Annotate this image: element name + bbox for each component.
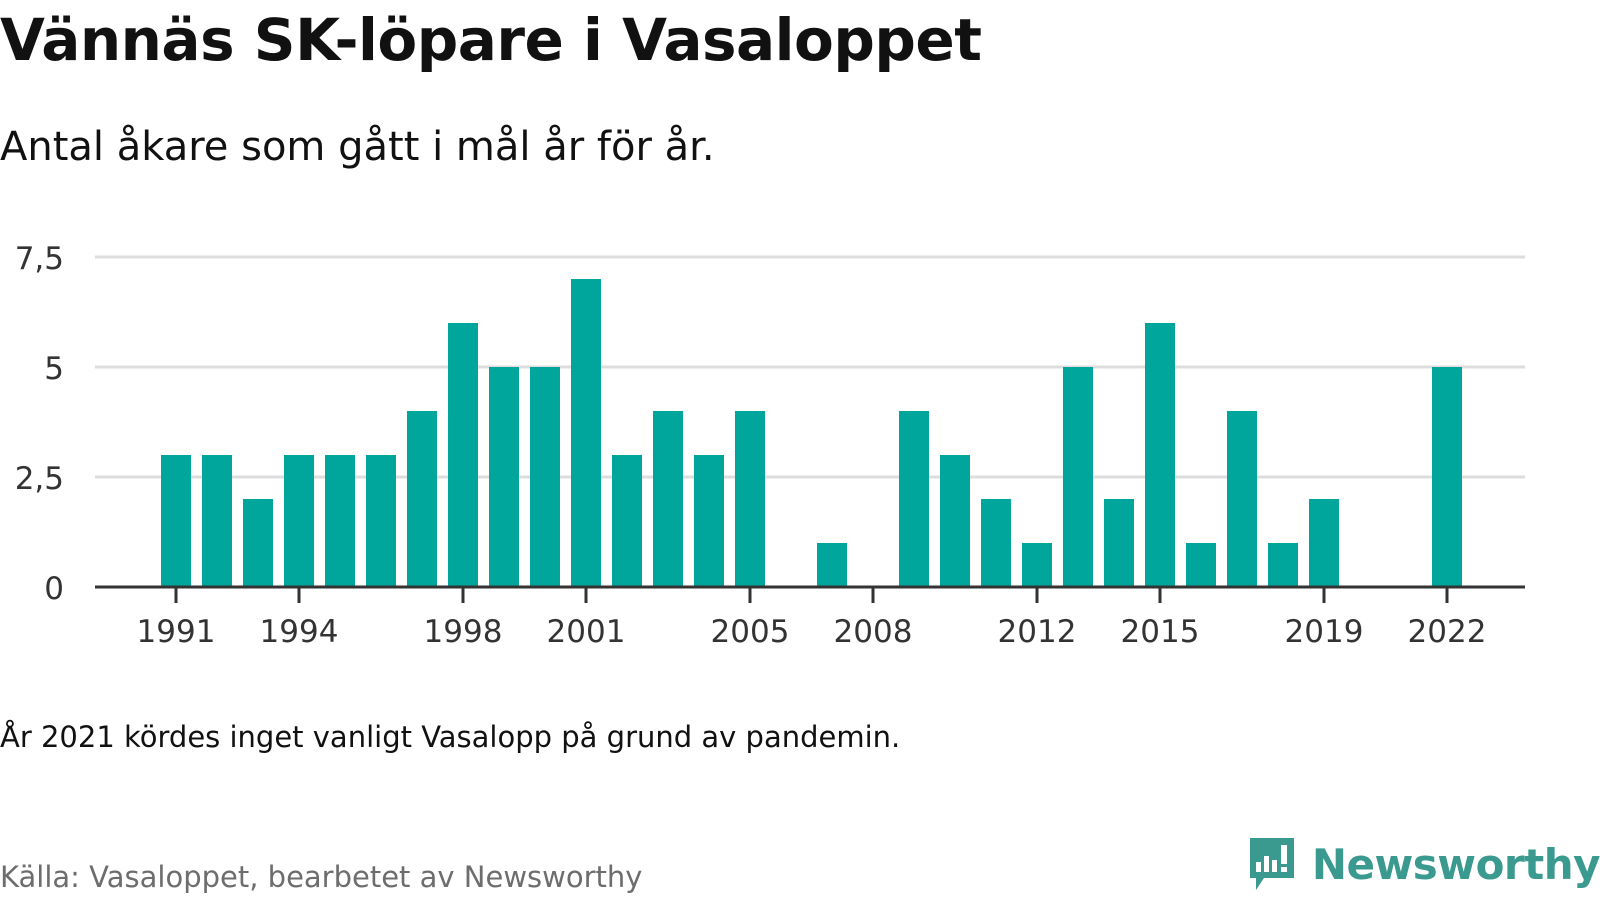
bar-2002 [612, 455, 642, 587]
bar-2000 [530, 367, 560, 587]
x-tick-label: 2005 [711, 614, 790, 650]
x-tick-label: 2015 [1121, 614, 1200, 650]
bar-2019 [1309, 499, 1339, 587]
x-tick-label: 1994 [260, 614, 339, 650]
bar-2005 [735, 411, 765, 587]
chart-subtitle: Antal åkare som gått i mål år för år. [0, 124, 715, 170]
brand-name: Newsworthy [1311, 839, 1600, 889]
bar-2013 [1063, 367, 1093, 587]
x-tick-label: 2008 [834, 614, 913, 650]
x-tick-label: 2001 [547, 614, 626, 650]
bar-1999 [489, 367, 519, 587]
bars [161, 279, 1462, 587]
bar-1998 [448, 323, 478, 587]
bar-2012 [1022, 543, 1052, 587]
bar-2007 [817, 543, 847, 587]
bar-2001 [571, 279, 601, 587]
bar-2017 [1227, 411, 1257, 587]
bar-2010 [940, 455, 970, 587]
x-axis [95, 585, 1525, 603]
x-tick-label: 2022 [1408, 614, 1487, 650]
bar-1993 [243, 499, 273, 587]
bar-1997 [407, 411, 437, 587]
x-tick-label: 1991 [137, 614, 216, 650]
bar-1994 [284, 455, 314, 587]
bar-2014 [1104, 499, 1134, 587]
y-tick-label: 0 [44, 571, 64, 607]
chart-title: Vännäs SK-löpare i Vasaloppet [0, 6, 982, 74]
bar-2009 [899, 411, 929, 587]
bar-2011 [981, 499, 1011, 587]
x-tick-labels: 1991 1994 1998 2001 2005 2008 2012 2015 2019 2022 [137, 614, 1487, 650]
bar-1991 [161, 455, 191, 587]
brand-logo: Newsworthy [1246, 836, 1600, 892]
bar-1995 [325, 455, 355, 587]
bar-2018 [1268, 543, 1298, 587]
bar-2016 [1186, 543, 1216, 587]
bar-2015 [1145, 323, 1175, 587]
x-tick-label: 2012 [998, 614, 1077, 650]
bar-2022 [1432, 367, 1462, 587]
y-tick-label: 5 [44, 351, 64, 387]
source-text: Källa: Vasaloppet, bearbetet av Newswort… [0, 860, 643, 894]
bar-chart: 0 2,5 5 7,5 1991 1994 1998 2001 2005 2008 2012 201… [15, 241, 1525, 650]
y-tick-labels: 0 2,5 5 7,5 [15, 241, 64, 607]
newsworthy-logo-icon [1249, 838, 1294, 890]
bar-2003 [653, 411, 683, 587]
bar-2004 [694, 455, 724, 587]
bar-1996 [366, 455, 396, 587]
grid-lines [95, 255, 1525, 479]
bar-1992 [202, 455, 232, 587]
y-tick-label: 7,5 [15, 241, 64, 277]
x-tick-label: 1998 [424, 614, 503, 650]
y-tick-label: 2,5 [15, 461, 64, 497]
x-tick-label: 2019 [1285, 614, 1364, 650]
chart-note: År 2021 kördes inget vanligt Vasalopp på… [0, 720, 901, 754]
